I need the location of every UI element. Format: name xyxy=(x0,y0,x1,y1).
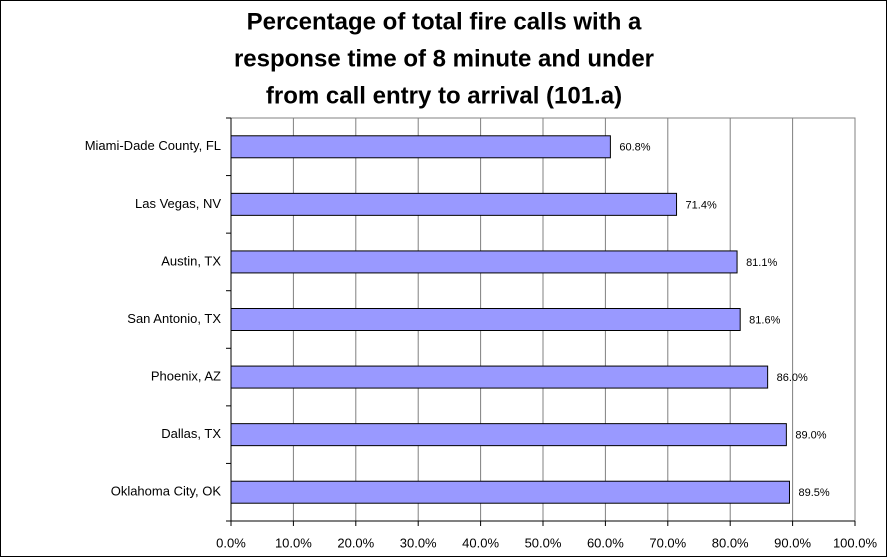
bar xyxy=(230,250,738,274)
x-tick-label: 20.0% xyxy=(337,535,374,550)
y-tick-label: Dallas, TX xyxy=(161,426,221,441)
x-tick-label: 60.0% xyxy=(587,535,624,550)
x-tick-label: 40.0% xyxy=(462,535,499,550)
y-tick-label: Miami-Dade County, FL xyxy=(85,138,221,153)
data-label: 60.8% xyxy=(619,142,650,154)
data-label: 71.4% xyxy=(686,199,717,211)
data-label: 81.6% xyxy=(749,314,780,326)
bar xyxy=(230,365,769,389)
x-tick-label: 90.0% xyxy=(774,535,811,550)
bar xyxy=(230,135,611,159)
y-tick-label: Las Vegas, NV xyxy=(135,196,221,211)
data-label: 86.0% xyxy=(777,372,808,384)
x-tick-label: 50.0% xyxy=(525,535,562,550)
y-tick-label: San Antonio, TX xyxy=(127,311,221,326)
x-tick-label: 30.0% xyxy=(400,535,437,550)
y-tick-label: Austin, TX xyxy=(161,253,221,268)
y-tick-label: Oklahoma City, OK xyxy=(111,484,222,499)
data-label: 89.5% xyxy=(798,487,829,499)
data-label: 89.0% xyxy=(795,430,826,442)
data-label: 81.1% xyxy=(746,257,777,269)
chart-title: response time of 8 minute and under xyxy=(234,45,654,72)
x-tick-label: 0.0% xyxy=(216,535,246,550)
x-tick-label: 100.0% xyxy=(833,535,878,550)
bar xyxy=(230,480,790,504)
bar xyxy=(230,192,678,216)
bar xyxy=(230,423,787,447)
chart-title: Percentage of total fire calls with a xyxy=(247,8,642,35)
x-tick-label: 80.0% xyxy=(712,535,749,550)
y-tick-label: Phoenix, AZ xyxy=(151,369,221,384)
x-tick-label: 10.0% xyxy=(275,535,312,550)
bar xyxy=(230,308,741,331)
chart-title: from call entry to arrival (101.a) xyxy=(266,82,622,109)
x-tick-label: 70.0% xyxy=(649,535,686,550)
